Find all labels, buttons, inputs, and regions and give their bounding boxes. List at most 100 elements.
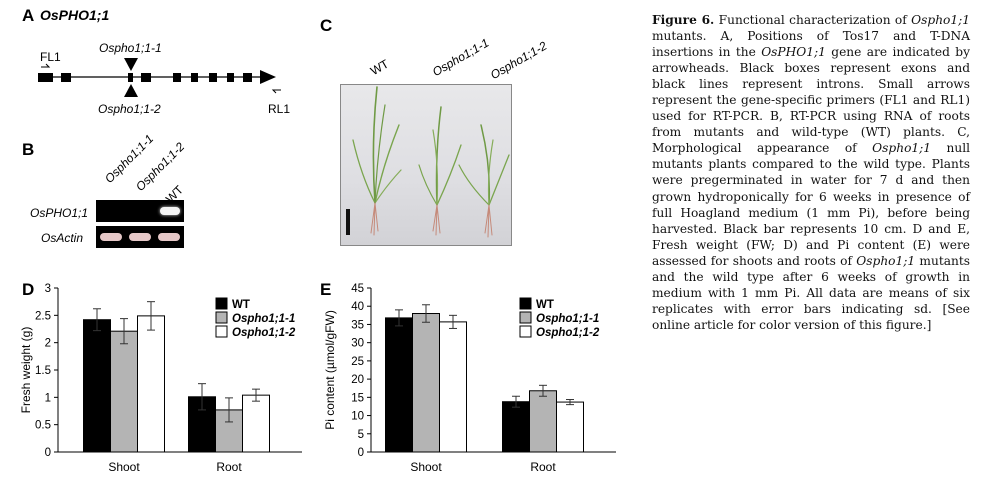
primer-fl1-label: FL1 [40, 50, 61, 64]
legend-swatch [519, 325, 532, 338]
exon-box [141, 73, 151, 82]
bar-shoot-2 [137, 315, 165, 453]
bar-shoot-0 [385, 317, 413, 453]
y-tick-label: 2 [45, 338, 51, 350]
caption-segment: mutants. A, Positions of Tos17 and T-DNA… [652, 29, 970, 60]
bar-shoot-1 [412, 313, 440, 453]
sample-label: WT [368, 56, 392, 79]
caption-segment: Figure 6. [652, 13, 715, 27]
primer-rl1-label: RL1 [268, 102, 291, 116]
gene-direction-arrowhead [260, 70, 276, 84]
y-tick-label: 0 [45, 447, 51, 459]
x-category-label: Root [530, 460, 556, 474]
gel-row-label: OsActin [41, 231, 84, 245]
gel-row-label: OsPHO1;1 [30, 206, 89, 220]
caption-segment: Functional characterization of [714, 13, 912, 27]
bar-root-1 [529, 390, 557, 453]
panel-b-label: B [22, 140, 35, 159]
y-tick-label: 30 [351, 338, 364, 350]
gel-image-actin [96, 226, 184, 248]
bar-shoot-0 [83, 319, 111, 453]
exon-box [38, 73, 53, 82]
bar-root-0 [188, 396, 216, 453]
caption-segment: Ospho1;1 [872, 141, 932, 156]
panel-c-label: C [320, 16, 333, 35]
legend-label: Ospho1;1-1 [536, 313, 599, 325]
y-tick-label: 1 [45, 392, 51, 404]
caption-segment: mutants and the wild type after 6 weeks … [652, 253, 971, 332]
insertion-2-arrowhead [124, 84, 138, 97]
exon-box [61, 73, 71, 82]
y-tick-label: 45 [351, 283, 364, 295]
gel-band [160, 207, 180, 215]
legend-label: WT [536, 299, 554, 311]
plant-ospho1-1-2 [458, 124, 510, 238]
y-tick-label: 10 [351, 411, 364, 423]
gel-image-target [96, 200, 184, 222]
x-category-label: Shoot [108, 460, 140, 474]
panel-a-gene-title: OsPHO1;1 [40, 7, 110, 23]
gene-structure-diagram [38, 58, 281, 97]
caption-segment: Ospho1;1 [911, 13, 970, 27]
gel-band [129, 233, 151, 241]
gel-band [158, 233, 180, 241]
exon-box [209, 73, 217, 82]
legend-label: Ospho1;1-1 [232, 313, 295, 325]
legend-swatch [215, 311, 228, 324]
sample-label: Ospho1;1-2 [488, 38, 550, 83]
y-tick-label: 40 [351, 301, 364, 313]
legend-label: Ospho1;1-2 [536, 327, 600, 339]
exon-box [191, 73, 198, 82]
caption-segment: OsPHO1;1 [761, 45, 826, 60]
legend-swatch [215, 297, 228, 310]
caption-segment: Ospho1;1 [856, 253, 916, 268]
plant-illustration [346, 86, 510, 238]
sample-label: Ospho1;1-1 [430, 35, 492, 80]
y-tick-label: 3 [45, 283, 51, 295]
chart-pi-content: 0 5 10 15 20 25 30 35 40 45 Pi content (µmol/gFW) S… [323, 283, 616, 474]
y-tick-label: 15 [351, 392, 364, 404]
chart-fresh-weight: 0 0.5 1 1.5 2 2.5 3 Fresh weight (g) Shoot Root WT… [19, 283, 302, 474]
panel-a-label: A [22, 6, 35, 25]
legend-label: WT [232, 299, 250, 311]
x-category-label: Shoot [410, 460, 442, 474]
y-tick-label: 1.5 [35, 365, 51, 377]
legend-label: Ospho1;1-2 [232, 327, 296, 339]
bar-root-2 [556, 401, 584, 453]
bar-shoot-2 [439, 321, 467, 453]
legend-swatch [519, 297, 532, 310]
y-tick-label: 2.5 [35, 310, 51, 322]
bar-root-0 [502, 401, 530, 453]
primer-rl1-arrow [271, 89, 281, 94]
bar-root-2 [242, 394, 270, 453]
x-category-label: Root [216, 460, 242, 474]
legend-swatch [519, 311, 532, 324]
exon-box [227, 73, 234, 82]
panel-d-label: D [22, 280, 35, 299]
bar-shoot-1 [110, 330, 138, 453]
gel-band [100, 233, 122, 241]
plant-ospho1-1-1 [418, 106, 462, 236]
primer-fl1-arrow [41, 63, 51, 68]
legend-swatch [215, 325, 228, 338]
y-tick-label: 5 [358, 429, 364, 441]
scale-bar [346, 209, 350, 235]
y-tick-label: 25 [351, 356, 364, 368]
y-axis-label: Pi content (µmol/gFW) [323, 310, 337, 430]
figure-caption: Figure 6. Functional characterization of… [652, 12, 970, 333]
y-tick-label: 0 [358, 447, 364, 459]
y-tick-label: 20 [351, 374, 364, 386]
y-axis-label: Fresh weight (g) [19, 327, 33, 414]
y-tick-label: 35 [351, 319, 364, 331]
plant-wt [352, 86, 402, 236]
caption-segment: null mutants plants compared to the wild… [652, 141, 971, 268]
insertion-2-label: Ospho1;1-2 [98, 102, 161, 116]
insertion-1-label: Ospho1;1-1 [99, 41, 162, 55]
exon-box [243, 73, 252, 82]
panel-e-label: E [320, 280, 332, 299]
y-tick-label: 0.5 [35, 420, 51, 432]
insertion-1-arrowhead [124, 58, 138, 71]
exon-box [128, 73, 133, 82]
caption-segment: gene are indicated by arrowheads. Black … [652, 45, 970, 156]
plant-photo [340, 84, 512, 246]
